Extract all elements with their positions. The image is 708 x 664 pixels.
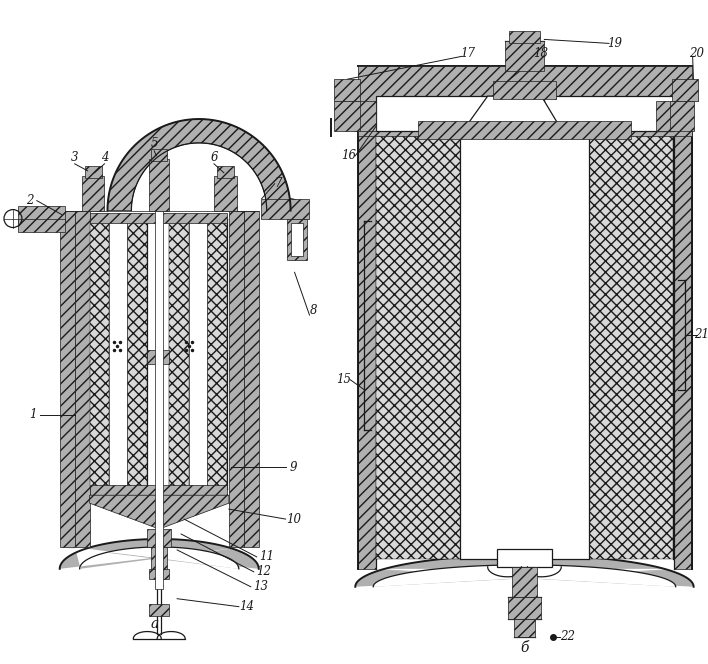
Bar [152, 547, 167, 569]
Bar [110, 218, 127, 489]
Bar [207, 218, 227, 489]
Text: 14: 14 [239, 600, 254, 613]
Text: 7: 7 [275, 177, 282, 190]
Polygon shape [90, 495, 229, 529]
Polygon shape [290, 222, 302, 256]
Text: 9: 9 [290, 461, 297, 474]
Polygon shape [149, 159, 169, 210]
Bar [511, 567, 537, 597]
Bar [505, 41, 544, 71]
Text: 16: 16 [341, 149, 356, 163]
Bar [674, 131, 692, 569]
Polygon shape [18, 218, 64, 232]
Bar [358, 66, 692, 136]
Polygon shape [463, 96, 562, 131]
Bar [513, 619, 535, 637]
Bar [127, 218, 147, 489]
Text: 18: 18 [533, 47, 548, 60]
Bar [358, 131, 376, 569]
Text: 13: 13 [253, 580, 268, 593]
Text: 1: 1 [29, 408, 37, 421]
Bar [147, 350, 169, 364]
Text: 17: 17 [460, 47, 475, 60]
Bar [496, 549, 552, 567]
Bar [544, 96, 674, 131]
Bar [90, 212, 227, 222]
Text: 2: 2 [26, 194, 33, 207]
Bar [508, 597, 542, 619]
Polygon shape [152, 149, 167, 161]
Text: 8: 8 [309, 303, 317, 317]
Bar [334, 79, 360, 101]
Polygon shape [84, 166, 101, 178]
Text: 11: 11 [259, 550, 274, 564]
Polygon shape [74, 546, 238, 569]
Bar [670, 101, 694, 131]
Bar [189, 218, 207, 489]
Text: 3: 3 [71, 151, 79, 165]
Polygon shape [214, 176, 237, 210]
Bar [90, 485, 227, 495]
Polygon shape [244, 210, 258, 547]
Polygon shape [74, 210, 90, 547]
Polygon shape [261, 199, 309, 218]
Bar [354, 101, 376, 131]
Bar [147, 529, 171, 547]
Bar [508, 31, 540, 43]
Polygon shape [217, 166, 234, 178]
Bar [334, 101, 360, 131]
Polygon shape [59, 539, 258, 569]
Polygon shape [355, 555, 694, 587]
Polygon shape [287, 218, 307, 260]
Text: б: б [520, 641, 529, 655]
Polygon shape [108, 119, 290, 210]
Bar [376, 96, 506, 131]
Text: 10: 10 [286, 513, 301, 526]
Bar [149, 604, 169, 616]
Polygon shape [59, 210, 74, 547]
Bar [418, 121, 631, 139]
Text: 15: 15 [336, 373, 351, 386]
Bar [155, 210, 164, 589]
Bar [169, 218, 189, 489]
Text: а: а [150, 617, 159, 631]
Bar [90, 218, 110, 489]
Bar [376, 136, 673, 559]
Text: 5: 5 [151, 137, 158, 151]
Text: 21: 21 [694, 329, 708, 341]
Bar [459, 136, 589, 559]
Polygon shape [81, 176, 105, 210]
Text: 19: 19 [607, 37, 622, 50]
Bar [149, 569, 169, 579]
Bar [656, 101, 674, 131]
Text: 20: 20 [689, 47, 704, 60]
Polygon shape [375, 566, 675, 587]
Polygon shape [18, 206, 64, 222]
Polygon shape [229, 210, 244, 547]
Text: 12: 12 [256, 565, 271, 578]
Text: 4: 4 [101, 151, 108, 165]
Bar [493, 81, 556, 99]
Text: 22: 22 [560, 630, 575, 643]
Bar [672, 79, 697, 101]
Text: 6: 6 [210, 151, 218, 165]
